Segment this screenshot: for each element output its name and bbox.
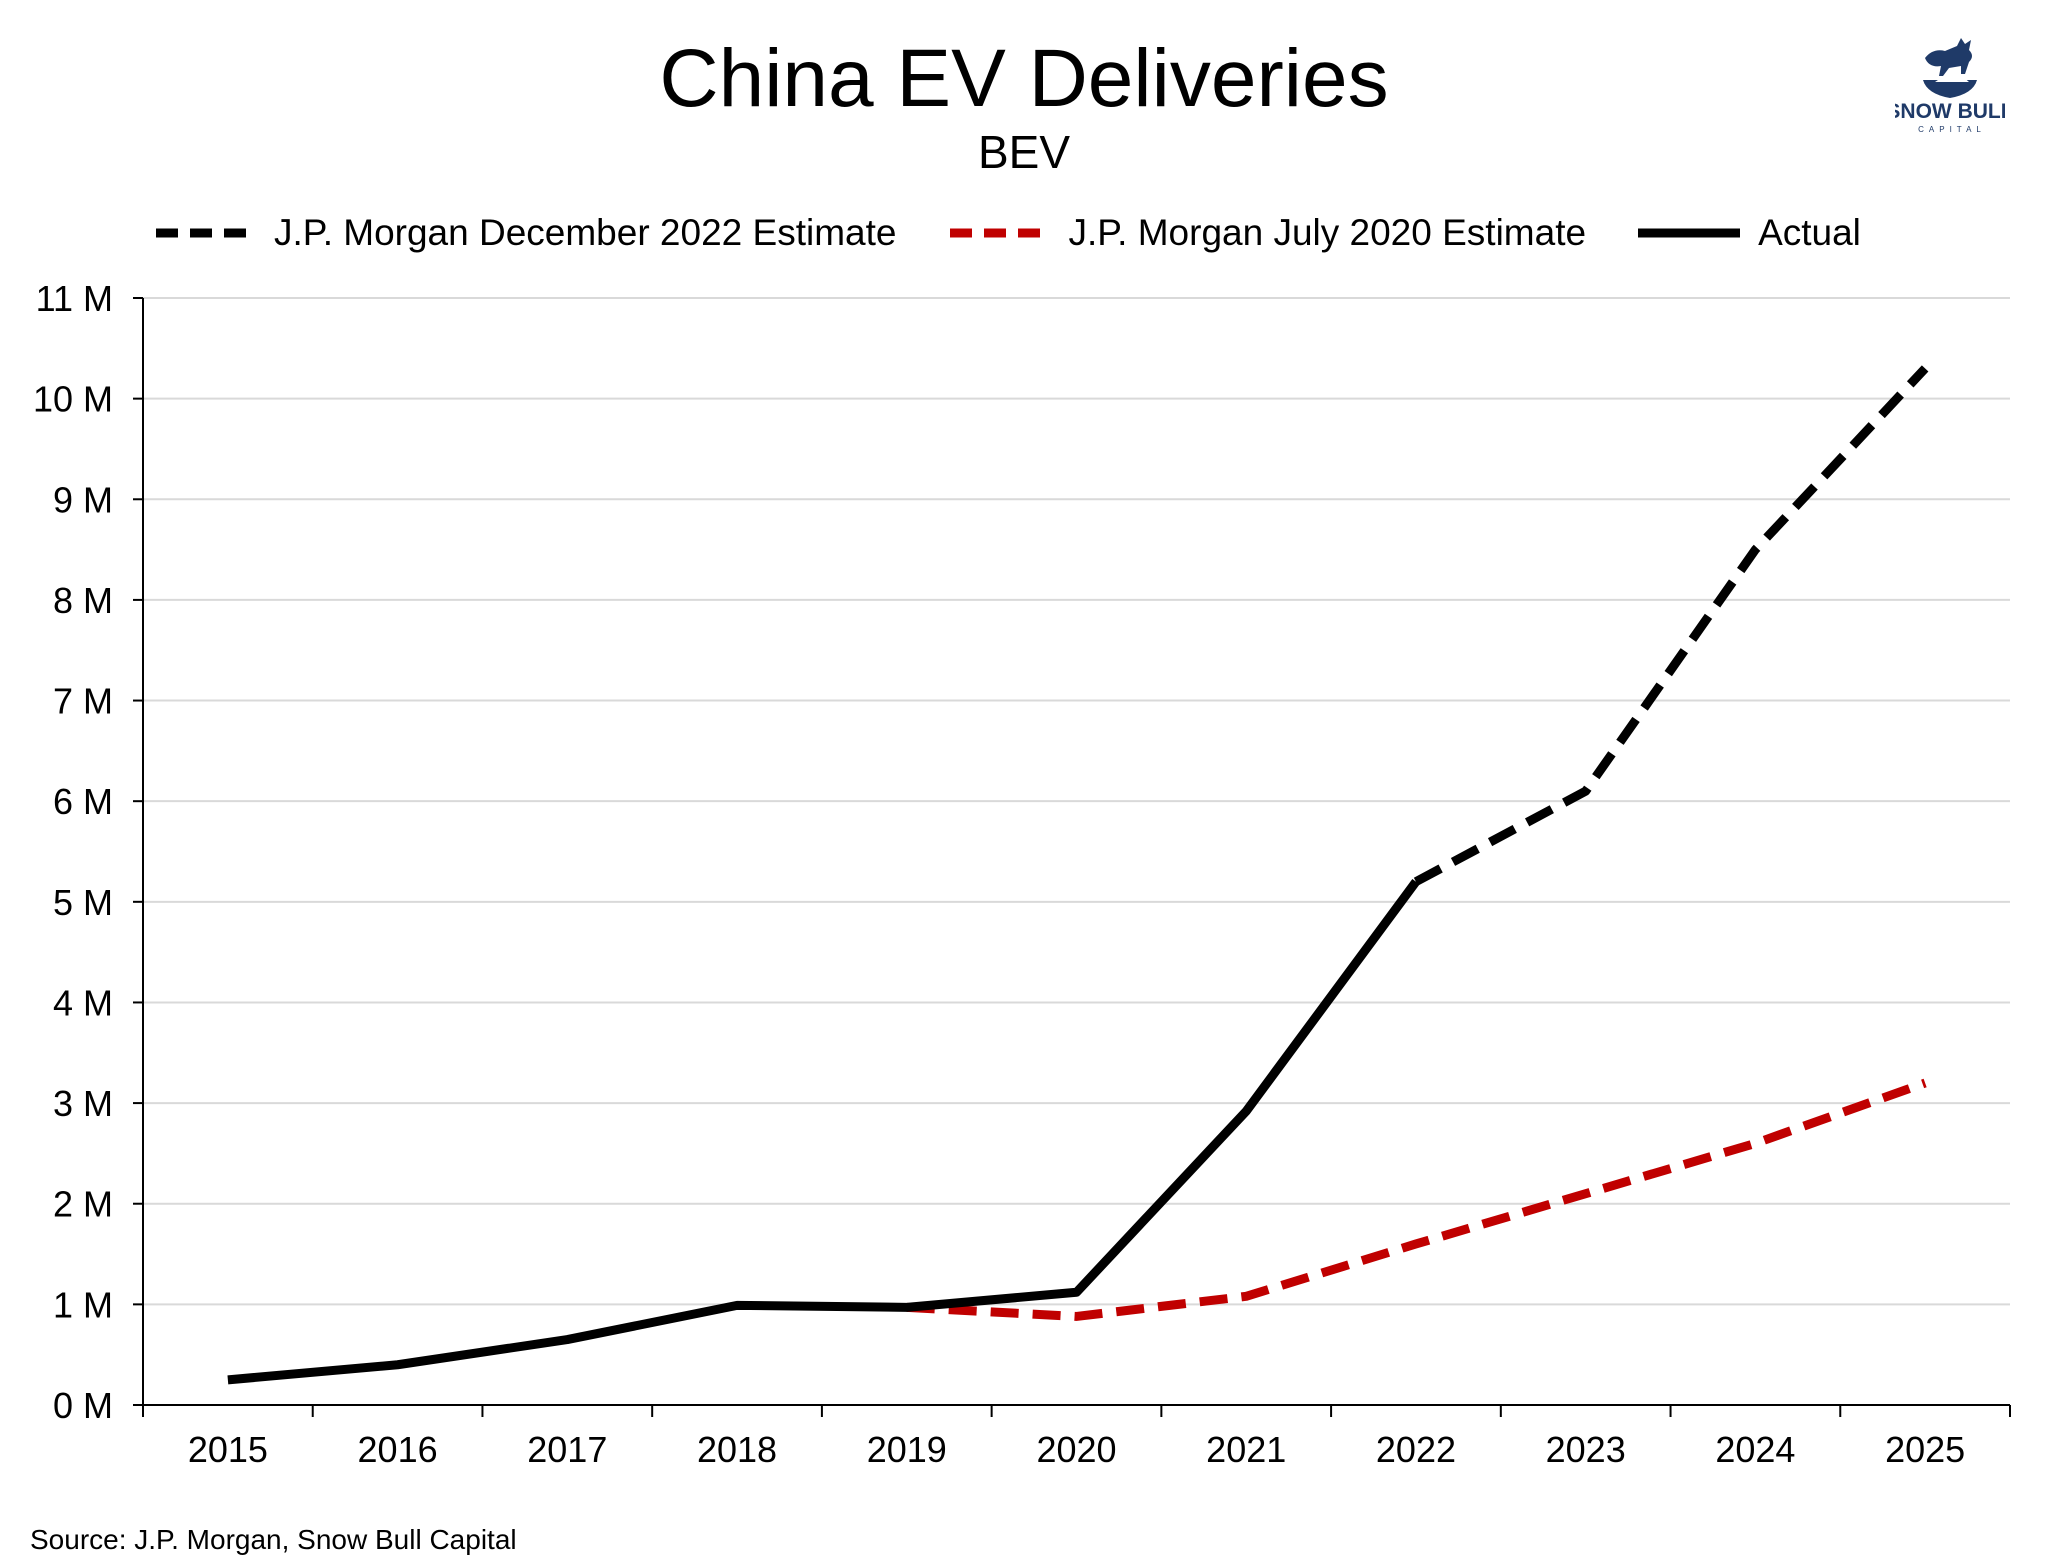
- snow-bull-logo: SNOW BULL CAPITAL: [1895, 38, 2005, 134]
- legend-item-actual: Actual: [1634, 212, 1861, 254]
- y-tick-label: 1 M: [53, 1284, 113, 1325]
- y-tick-label: 4 M: [53, 982, 113, 1023]
- x-tick-label: 2022: [1376, 1429, 1456, 1470]
- y-tick-label: 0 M: [53, 1385, 113, 1426]
- legend-item-jul-2020: J.P. Morgan July 2020 Estimate: [944, 212, 1586, 254]
- y-tick-label: 7 M: [53, 681, 113, 722]
- y-tick-labels: 0 M 1 M 2 M 3 M 4 M 5 M 6 M 7 M 8 M 9 M 10 M 11 M: [33, 278, 113, 1426]
- x-tick-label: 2020: [1036, 1429, 1116, 1470]
- y-tick-label: 5 M: [53, 882, 113, 923]
- x-tick-label: 2018: [697, 1429, 777, 1470]
- legend-label-jul-2020: J.P. Morgan July 2020 Estimate: [1068, 212, 1587, 253]
- y-tick-label: 8 M: [53, 580, 113, 621]
- x-tick-label: 2023: [1546, 1429, 1626, 1470]
- y-tick-label: 9 M: [53, 479, 113, 520]
- legend-item-dec-2022: J.P. Morgan December 2022 Estimate: [150, 212, 896, 254]
- chart-subtitle: BEV: [977, 126, 1071, 178]
- legend: J.P. Morgan December 2022 Estimate J.P. …: [150, 208, 1909, 258]
- y-tick-label: 3 M: [53, 1083, 113, 1124]
- x-tick-labels: 2015 2016 2017 2018 2019 2020 2021 2022 2023 2024…: [188, 1429, 1965, 1470]
- legend-swatch-actual: [1638, 228, 1741, 238]
- bull-icon: [1923, 38, 1977, 98]
- x-tick-label: 2015: [188, 1429, 268, 1470]
- chart-title: China EV Deliveries: [659, 33, 1389, 124]
- series-lines: [227, 365, 1929, 1385]
- source-note: Source: J.P. Morgan, Snow Bull Capital: [30, 1524, 517, 1555]
- legend-swatch-dec-2022: [156, 228, 254, 238]
- series-line-0: [1413, 365, 1929, 886]
- y-tick-label: 2 M: [53, 1184, 113, 1225]
- x-tick-label: 2025: [1885, 1429, 1965, 1470]
- x-tick-label: 2016: [358, 1429, 438, 1470]
- x-tick-label: 2021: [1206, 1429, 1286, 1470]
- logo-name: SNOW BULL: [1895, 100, 2005, 123]
- legend-label-actual: Actual: [1758, 212, 1861, 253]
- logo-sub: CAPITAL: [1918, 125, 1986, 134]
- x-tick-label: 2019: [867, 1429, 947, 1470]
- series-line-2: [227, 879, 1420, 1385]
- y-tick-label: 10 M: [33, 379, 113, 420]
- legend-swatch-jul-2020: [950, 228, 1049, 238]
- y-tick-label: 6 M: [53, 781, 113, 822]
- grid-lines: [143, 297, 2010, 1306]
- series-line-1: [906, 1078, 1927, 1321]
- legend-label-dec-2022: J.P. Morgan December 2022 Estimate: [274, 212, 897, 253]
- x-tick-label: 2024: [1715, 1429, 1795, 1470]
- axes: [133, 297, 2011, 1417]
- y-tick-label: 11 M: [36, 278, 113, 319]
- x-tick-label: 2017: [527, 1429, 607, 1470]
